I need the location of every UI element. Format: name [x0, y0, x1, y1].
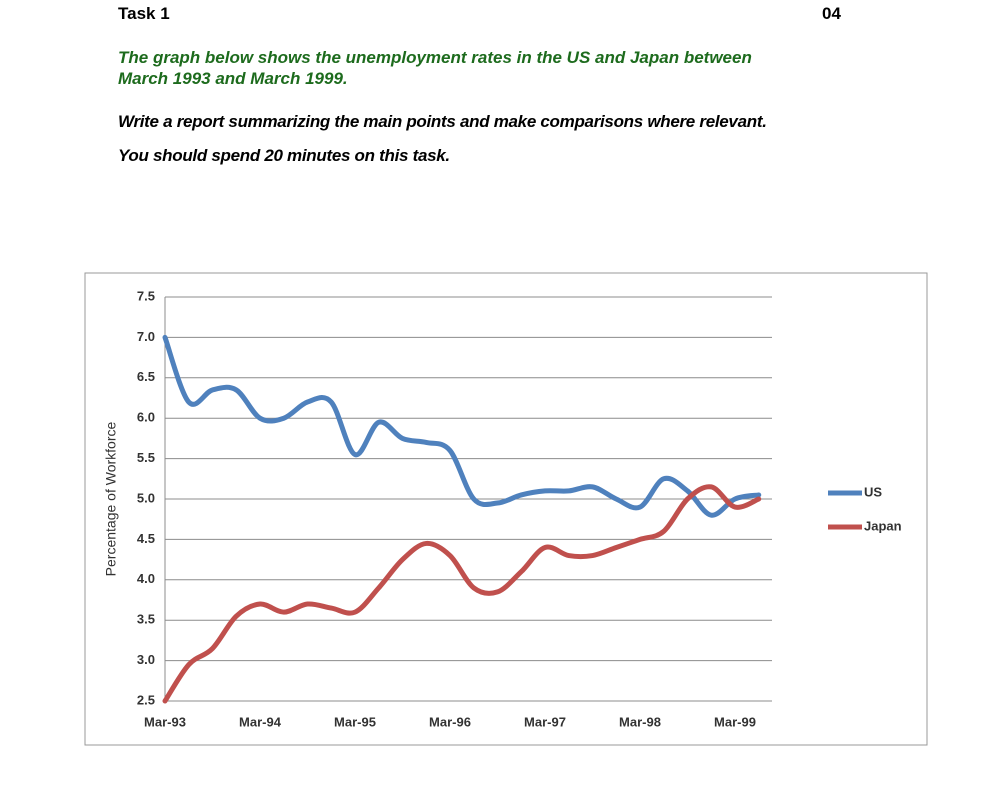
- prompt-title: The graph below shows the unemployment r…: [118, 48, 752, 67]
- y-tick-label: 5.0: [137, 490, 155, 505]
- y-tick-label: 3.5: [137, 612, 155, 627]
- series-line: [162, 484, 762, 704]
- legend-label: Japan: [864, 518, 902, 533]
- x-tick-label: Mar-97: [524, 714, 566, 729]
- y-tick-label: 3.0: [137, 652, 155, 667]
- prompt-time: You should spend 20 minutes on this task…: [118, 146, 450, 165]
- y-tick-label: 6.0: [137, 410, 155, 425]
- y-tick-label: 5.5: [137, 450, 155, 465]
- y-tick-label: 6.5: [137, 369, 155, 384]
- legend-label: US: [864, 484, 882, 499]
- y-axis-label: Percentage of Workforce: [103, 421, 119, 576]
- x-tick-label: Mar-93: [144, 714, 186, 729]
- x-tick-label: Mar-94: [239, 714, 282, 729]
- task-label: Task 1: [118, 4, 170, 23]
- y-tick-label: 4.0: [137, 571, 155, 586]
- x-tick-label: Mar-99: [714, 714, 756, 729]
- x-tick-label: Mar-96: [429, 714, 471, 729]
- chart-frame: [84, 272, 928, 746]
- page-number: 04: [822, 4, 841, 23]
- x-tick-label: Mar-95: [334, 714, 376, 729]
- prompt-title: March 1993 and March 1999.: [118, 69, 348, 88]
- series-line: [162, 334, 762, 518]
- y-tick-label: 4.5: [137, 531, 155, 546]
- x-tick-label: Mar-98: [619, 714, 661, 729]
- y-tick-label: 7.0: [137, 329, 155, 344]
- y-tick-label: 7.5: [137, 288, 155, 303]
- prompt-instruction: Write a report summarizing the main poin…: [118, 112, 767, 131]
- y-tick-label: 2.5: [137, 692, 155, 707]
